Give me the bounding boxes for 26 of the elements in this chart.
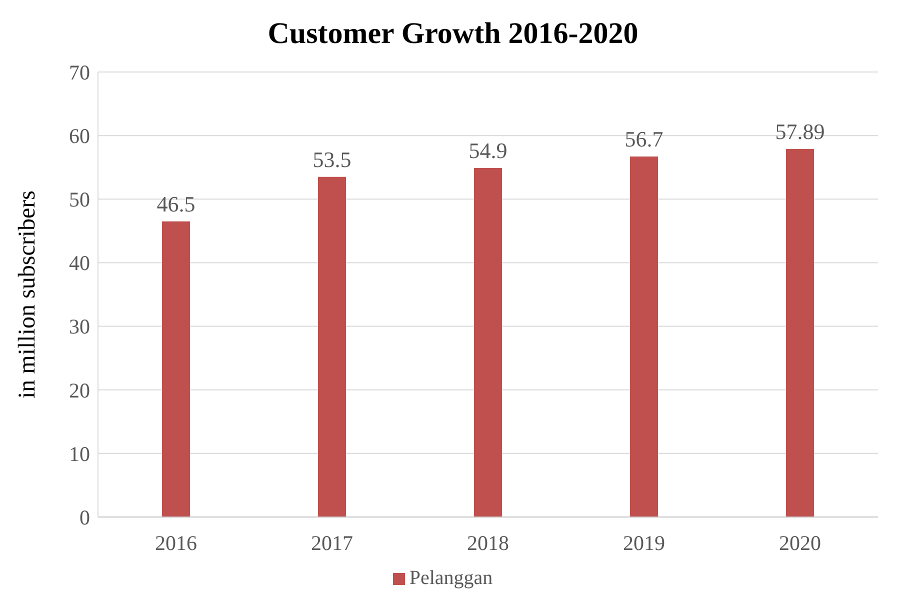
data-label: 57.89 — [775, 118, 825, 144]
x-tick-label: 2018 — [467, 530, 509, 555]
bar — [162, 221, 190, 517]
bar — [474, 168, 502, 517]
y-tick-label: 0 — [80, 505, 90, 530]
y-tick-label: 50 — [69, 188, 90, 212]
y-tick-label: 70 — [69, 60, 90, 84]
legend-label: Pelanggan — [409, 567, 493, 589]
data-label: 56.7 — [624, 126, 664, 152]
x-tick-label: 2019 — [623, 530, 665, 555]
y-tick-label: 30 — [69, 314, 90, 339]
chart-title: Customer Growth 2016-2020 — [266, 16, 640, 52]
bar — [630, 156, 658, 517]
data-label: 46.5 — [156, 191, 196, 216]
y-tick-label: 20 — [69, 378, 90, 402]
data-label: 53.5 — [312, 146, 352, 172]
x-tick-label: 2020 — [779, 530, 821, 555]
y-tick-label: 40 — [69, 251, 90, 276]
bar — [318, 176, 346, 517]
x-tick-label: 2016 — [155, 530, 197, 555]
bar — [786, 148, 814, 517]
y-tick-label: 60 — [69, 124, 90, 148]
y-tick-label: 10 — [69, 442, 90, 466]
x-tick-label: 2017 — [311, 530, 353, 555]
data-label: 54.9 — [468, 138, 508, 163]
y-axis-title: in million subscribers — [14, 190, 41, 398]
